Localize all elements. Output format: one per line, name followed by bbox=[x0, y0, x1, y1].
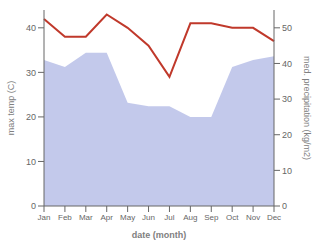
svg-text:40: 40 bbox=[26, 23, 36, 33]
svg-text:Mar: Mar bbox=[79, 213, 93, 222]
svg-text:Feb: Feb bbox=[58, 213, 72, 222]
svg-text:Aug: Aug bbox=[183, 213, 197, 222]
svg-text:med. precipitation (kg/m2): med. precipitation (kg/m2) bbox=[302, 56, 310, 160]
svg-text:Oct: Oct bbox=[226, 213, 239, 222]
svg-text:0: 0 bbox=[31, 201, 36, 211]
svg-text:40: 40 bbox=[282, 59, 292, 69]
svg-text:Jan: Jan bbox=[38, 213, 51, 222]
svg-text:20: 20 bbox=[282, 130, 292, 140]
svg-text:Jul: Jul bbox=[164, 213, 174, 222]
svg-text:Dec: Dec bbox=[267, 213, 281, 222]
svg-text:10: 10 bbox=[26, 157, 36, 167]
svg-text:30: 30 bbox=[26, 68, 36, 78]
svg-text:Apr: Apr bbox=[101, 213, 114, 222]
svg-text:0: 0 bbox=[282, 201, 287, 211]
svg-text:Jun: Jun bbox=[142, 213, 155, 222]
svg-text:max temp (C): max temp (C) bbox=[8, 81, 16, 136]
svg-text:Sep: Sep bbox=[204, 213, 219, 222]
svg-text:Nov: Nov bbox=[246, 213, 260, 222]
svg-text:date (month): date (month) bbox=[132, 230, 187, 240]
svg-text:May: May bbox=[120, 213, 135, 222]
svg-text:30: 30 bbox=[282, 94, 292, 104]
svg-text:50: 50 bbox=[282, 23, 292, 33]
svg-text:10: 10 bbox=[282, 166, 292, 176]
svg-text:20: 20 bbox=[26, 112, 36, 122]
